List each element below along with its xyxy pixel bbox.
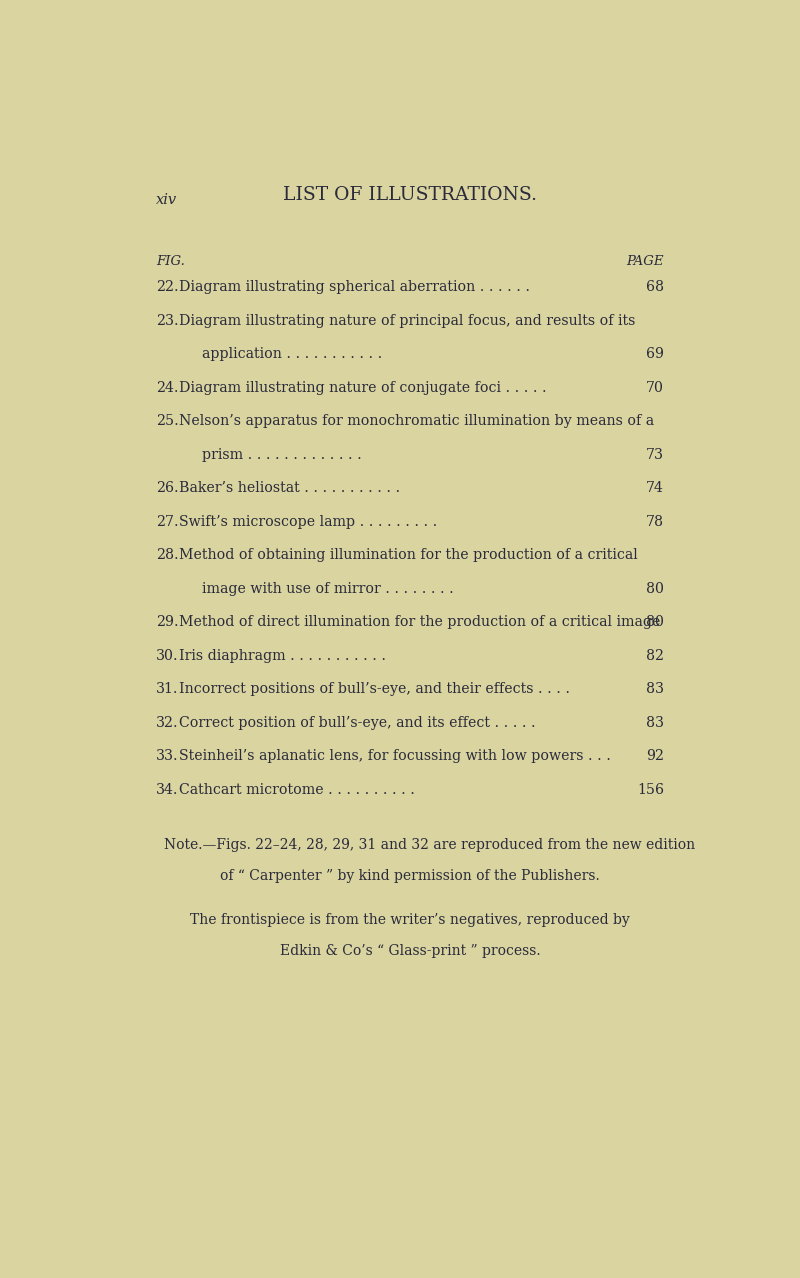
Text: 69: 69 (646, 348, 664, 362)
Text: 30.: 30. (156, 649, 178, 663)
Text: 83: 83 (646, 716, 664, 730)
Text: Method of direct illumination for the production of a critical image: Method of direct illumination for the pr… (179, 616, 661, 629)
Text: image with use of mirror . . . . . . . .: image with use of mirror . . . . . . . . (202, 581, 454, 596)
Text: 70: 70 (646, 381, 664, 395)
Text: 156: 156 (638, 783, 664, 797)
Text: Cathcart microtome . . . . . . . . . .: Cathcart microtome . . . . . . . . . . (179, 783, 415, 797)
Text: Swift’s microscope lamp . . . . . . . . .: Swift’s microscope lamp . . . . . . . . … (179, 515, 438, 529)
Text: 82: 82 (646, 649, 664, 663)
Text: Nelson’s apparatus for monochromatic illumination by means of a: Nelson’s apparatus for monochromatic ill… (179, 414, 654, 428)
Text: 92: 92 (646, 749, 664, 763)
Text: 23.: 23. (156, 314, 178, 328)
Text: 26.: 26. (156, 482, 178, 496)
Text: 68: 68 (646, 280, 664, 294)
Text: 25.: 25. (156, 414, 178, 428)
Text: Baker’s heliostat . . . . . . . . . . .: Baker’s heliostat . . . . . . . . . . . (179, 482, 400, 496)
Text: Correct position of bull’s-eye, and its effect . . . . .: Correct position of bull’s-eye, and its … (179, 716, 536, 730)
Text: Edkin & Co’s “ Glass-print ” process.: Edkin & Co’s “ Glass-print ” process. (280, 944, 540, 958)
Text: prism . . . . . . . . . . . . .: prism . . . . . . . . . . . . . (202, 447, 362, 461)
Text: LIST OF ILLUSTRATIONS.: LIST OF ILLUSTRATIONS. (283, 185, 537, 203)
Text: 80: 80 (646, 616, 664, 629)
Text: 31.: 31. (156, 682, 178, 697)
Text: PAGE: PAGE (626, 256, 664, 268)
Text: Steinheil’s aplanatic lens, for focussing with low powers . . .: Steinheil’s aplanatic lens, for focussin… (179, 749, 611, 763)
Text: 33.: 33. (156, 749, 178, 763)
Text: FIG.: FIG. (156, 256, 185, 268)
Text: 28.: 28. (156, 548, 178, 562)
Text: Diagram illustrating nature of conjugate foci . . . . .: Diagram illustrating nature of conjugate… (179, 381, 546, 395)
Text: Method of obtaining illumination for the production of a critical: Method of obtaining illumination for the… (179, 548, 638, 562)
Text: 22.: 22. (156, 280, 178, 294)
Text: Diagram illustrating nature of principal focus, and results of its: Diagram illustrating nature of principal… (179, 314, 635, 328)
Text: application . . . . . . . . . . .: application . . . . . . . . . . . (202, 348, 382, 362)
Text: Note.—Figs. 22–24, 28, 29, 31 and 32 are reproduced from the new edition: Note.—Figs. 22–24, 28, 29, 31 and 32 are… (163, 838, 694, 852)
Text: 74: 74 (646, 482, 664, 496)
Text: 73: 73 (646, 447, 664, 461)
Text: 80: 80 (646, 581, 664, 596)
Text: Incorrect positions of bull’s-eye, and their effects . . . .: Incorrect positions of bull’s-eye, and t… (179, 682, 570, 697)
Text: 27.: 27. (156, 515, 178, 529)
Text: 24.: 24. (156, 381, 178, 395)
Text: 34.: 34. (156, 783, 178, 797)
Text: Iris diaphragm . . . . . . . . . . .: Iris diaphragm . . . . . . . . . . . (179, 649, 386, 663)
Text: 83: 83 (646, 682, 664, 697)
Text: 29.: 29. (156, 616, 178, 629)
Text: of “ Carpenter ” by kind permission of the Publishers.: of “ Carpenter ” by kind permission of t… (220, 869, 600, 883)
Text: xiv: xiv (156, 193, 177, 207)
Text: 32.: 32. (156, 716, 178, 730)
Text: Diagram illustrating spherical aberration . . . . . .: Diagram illustrating spherical aberratio… (179, 280, 530, 294)
Text: The frontispiece is from the writer’s negatives, reproduced by: The frontispiece is from the writer’s ne… (190, 914, 630, 928)
Text: 78: 78 (646, 515, 664, 529)
